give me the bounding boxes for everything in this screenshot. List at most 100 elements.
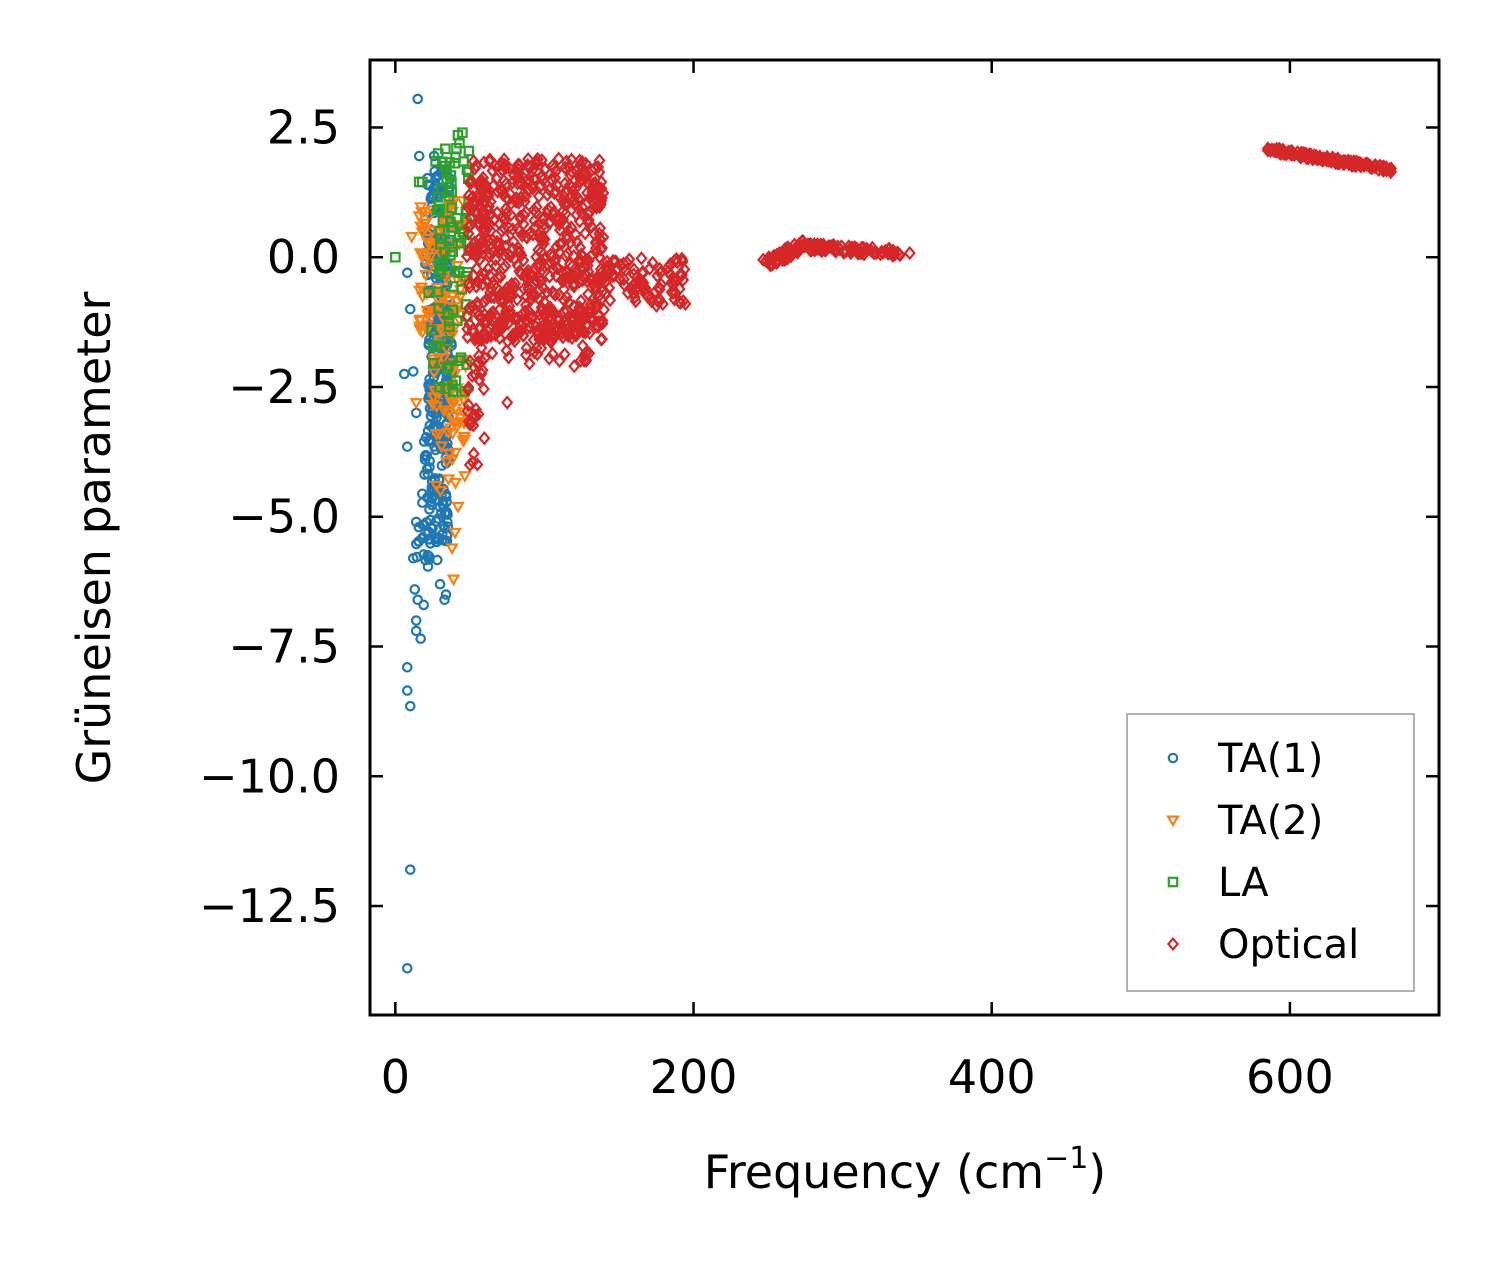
data-point — [543, 182, 556, 198]
data-point — [578, 271, 591, 286]
data-point — [541, 311, 555, 327]
data-point — [678, 262, 691, 277]
data-point — [1268, 142, 1281, 158]
data-point — [601, 262, 614, 277]
data-point — [426, 399, 440, 412]
data-point — [560, 313, 573, 328]
data-point — [440, 383, 451, 394]
data-point — [517, 208, 531, 223]
data-point — [557, 189, 570, 204]
data-point — [463, 276, 476, 291]
data-point — [489, 258, 502, 274]
legend-entry: LA — [1167, 860, 1269, 906]
data-point — [666, 285, 679, 301]
x-axis-title-close: ) — [1088, 1145, 1106, 1199]
data-point — [409, 398, 423, 410]
data-point — [473, 331, 486, 347]
data-point — [467, 407, 480, 423]
data-point — [390, 251, 401, 263]
data-point — [463, 457, 476, 472]
data-point — [541, 187, 554, 202]
legend-marker — [1166, 936, 1180, 952]
data-point — [561, 246, 574, 261]
data-point — [446, 202, 457, 214]
plot-area — [390, 93, 1398, 974]
data-point — [564, 235, 577, 250]
data-point — [558, 176, 571, 191]
data-point — [487, 177, 501, 193]
data-point — [513, 158, 526, 173]
data-point — [581, 258, 594, 273]
data-point — [458, 471, 472, 483]
data-point — [418, 549, 430, 560]
data-point — [440, 589, 452, 600]
data-point — [462, 226, 475, 241]
data-point — [579, 156, 592, 171]
data-point — [433, 486, 448, 498]
data-point — [534, 253, 547, 268]
data-point — [427, 358, 439, 369]
data-point — [776, 252, 789, 268]
data-point — [476, 241, 489, 256]
data-point — [444, 321, 455, 333]
data-point — [520, 288, 533, 304]
data-point — [579, 325, 592, 340]
data-point — [482, 203, 495, 218]
data-point — [469, 408, 482, 423]
data-point — [548, 160, 561, 176]
data-point — [542, 216, 555, 231]
data-point — [429, 480, 444, 493]
data-point — [426, 324, 437, 336]
data-point — [519, 174, 532, 189]
data-point — [547, 326, 560, 342]
data-point — [499, 308, 512, 323]
data-point — [609, 254, 622, 269]
data-point — [480, 292, 493, 307]
data-point — [463, 279, 476, 295]
data-point — [435, 239, 446, 250]
data-point — [574, 193, 587, 209]
data-point — [401, 661, 413, 673]
data-point — [840, 244, 853, 259]
data-point — [546, 173, 559, 188]
data-point — [891, 245, 904, 260]
data-point — [490, 280, 503, 295]
data-point — [413, 324, 427, 337]
data-point — [669, 285, 682, 301]
x-tick-label: 200 — [650, 1050, 738, 1104]
data-point — [417, 218, 431, 231]
data-point — [591, 179, 605, 194]
data-point — [415, 633, 426, 645]
data-point — [587, 312, 600, 327]
data-point — [572, 168, 585, 183]
data-point — [441, 474, 456, 487]
data-point — [447, 304, 459, 316]
data-point — [416, 176, 428, 188]
data-point — [436, 233, 448, 244]
data-point — [1295, 146, 1308, 161]
data-point — [450, 302, 465, 314]
data-point — [573, 251, 586, 267]
data-point — [439, 594, 450, 606]
x-axis-title-superscript: −1 — [1044, 1141, 1088, 1176]
data-point — [445, 454, 459, 467]
data-point — [766, 257, 779, 272]
data-point — [442, 336, 453, 347]
data-point — [560, 218, 573, 233]
data-point — [555, 236, 568, 252]
data-point — [421, 248, 436, 261]
data-point — [520, 340, 533, 356]
data-point — [470, 261, 483, 276]
data-point — [499, 239, 512, 254]
data-point — [511, 258, 524, 273]
data-point — [448, 478, 463, 490]
data-point — [444, 397, 459, 410]
data-point — [500, 303, 513, 319]
data-point — [460, 249, 473, 264]
data-point — [410, 625, 422, 637]
legend-entry: TA(1) — [1167, 736, 1323, 782]
data-point — [443, 423, 458, 436]
data-point — [432, 204, 444, 216]
data-point — [472, 354, 485, 370]
data-point — [412, 211, 426, 223]
